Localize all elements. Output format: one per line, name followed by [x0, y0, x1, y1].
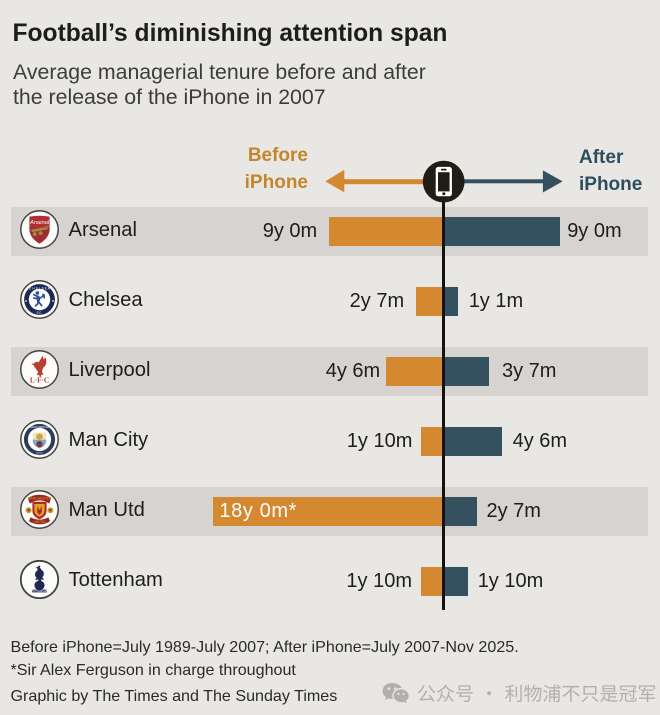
- svg-text:TOTTENHAM: TOTTENHAM: [32, 590, 46, 593]
- svg-text:MANCHESTER: MANCHESTER: [29, 425, 51, 429]
- svg-text:CITY: CITY: [36, 452, 43, 456]
- svg-text:UNITED: UNITED: [33, 520, 46, 524]
- svg-text:C H E L S E A: C H E L S E A: [29, 286, 51, 290]
- svg-text:L·F·C: L·F·C: [30, 377, 49, 385]
- svg-text:Arsenal: Arsenal: [29, 220, 50, 226]
- svg-text:MANCHESTER: MANCHESTER: [27, 496, 51, 500]
- svg-text:F.C.: F.C.: [36, 311, 42, 315]
